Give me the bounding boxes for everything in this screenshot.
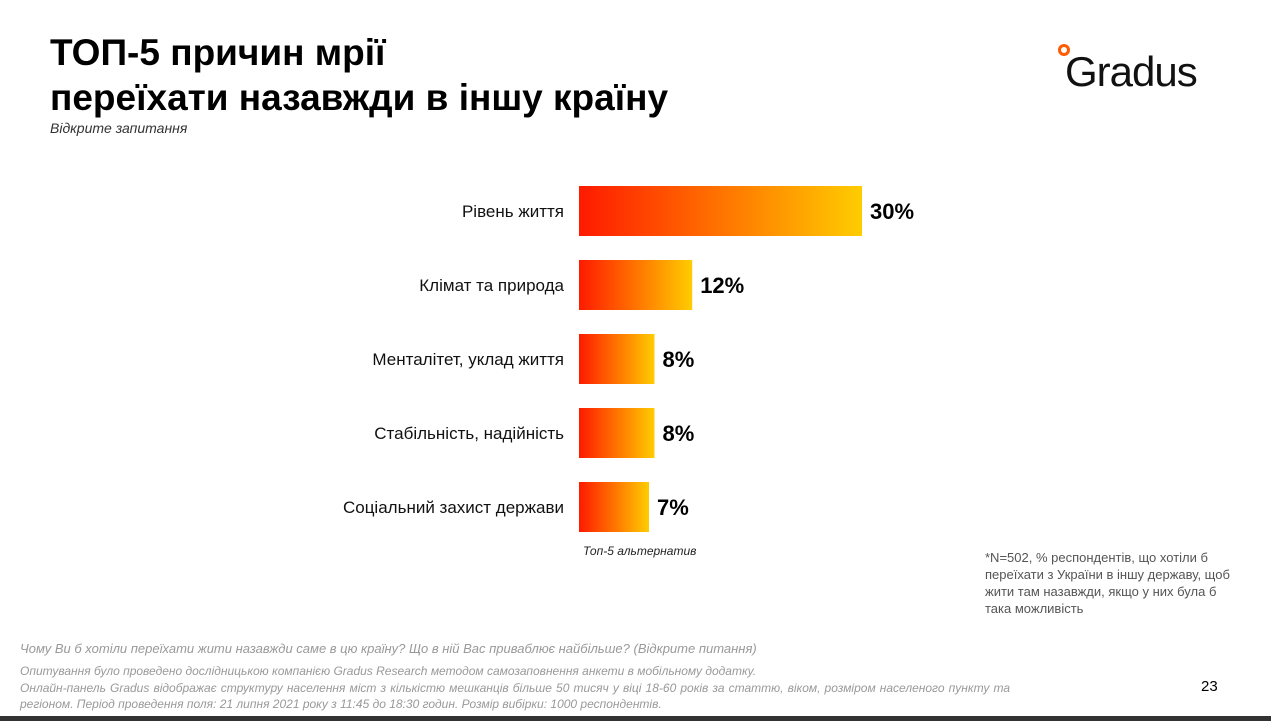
- category-label: Рівень життя: [462, 202, 564, 221]
- category-label: Стабільність, надійність: [374, 424, 564, 443]
- methodology-line-2: Онлайн-панель Gradus відображає структур…: [20, 680, 1010, 712]
- value-label: 7%: [657, 495, 689, 520]
- title-line-1: ТОП-5 причин мрії: [50, 32, 386, 73]
- category-label: Клімат та природа: [419, 276, 564, 295]
- logo-dot-icon: [1058, 44, 1070, 56]
- value-label: 30%: [870, 199, 914, 224]
- sample-footnote: *N=502, % респондентів, що хотіли б пере…: [985, 550, 1230, 616]
- subtitle: Відкрите запитання: [50, 120, 188, 136]
- bottom-bar: [0, 716, 1271, 721]
- bar-chart: Рівень життя 30% Клімат та природа 12% Мента…: [343, 186, 914, 532]
- bar-3: [579, 408, 655, 458]
- methodology: Опитування було проведено дослідницькою …: [20, 663, 1010, 713]
- alternatives-note: Топ-5 альтернатив: [583, 544, 697, 558]
- page-title: ТОП-5 причин мрії переїхати назавжди в і…: [50, 30, 668, 120]
- bar-4: [579, 482, 649, 532]
- gradus-logo: Gradus: [1058, 44, 1238, 100]
- methodology-line-1: Опитування було проведено дослідницькою …: [20, 664, 757, 678]
- bar-0: [579, 186, 862, 236]
- question-text: Чому Ви б хотіли переїхати жити назавжди…: [20, 641, 757, 656]
- category-label: Соціальний захист держави: [343, 498, 564, 517]
- value-label: 12%: [700, 273, 744, 298]
- value-label: 8%: [662, 421, 694, 446]
- title-line-2: переїхати назавжди в іншу країну: [50, 77, 669, 118]
- value-label: 8%: [662, 347, 694, 372]
- category-label: Менталітет, уклад життя: [372, 350, 564, 369]
- logo-text: Gradus: [1065, 48, 1198, 95]
- bar-2: [579, 334, 655, 384]
- bar-1: [579, 260, 693, 310]
- page-number: 23: [1201, 678, 1218, 695]
